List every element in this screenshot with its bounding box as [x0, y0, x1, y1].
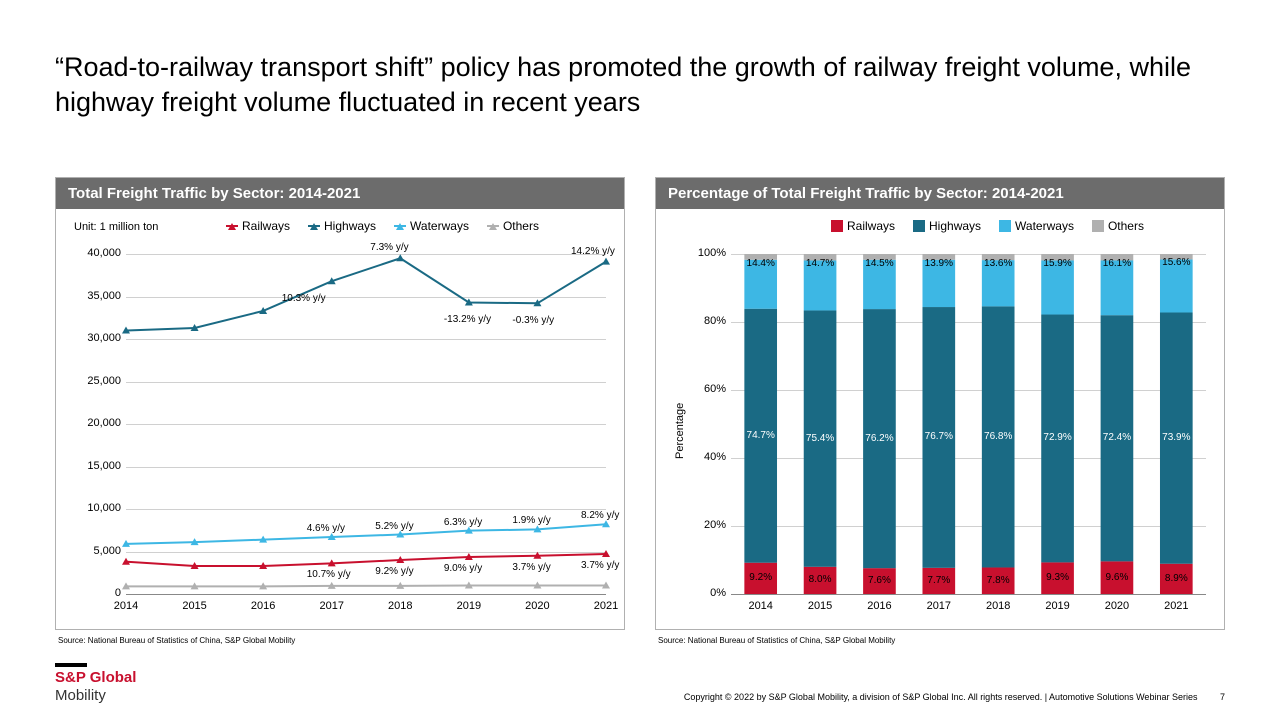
- chart1-annotation: 10.7% y/y: [307, 569, 351, 580]
- chart1-annotation: 8.2% y/y: [581, 510, 619, 521]
- chart2-bar-label: 9.6%: [1106, 572, 1129, 583]
- chart2-bar-label: 14.5%: [865, 258, 893, 269]
- chart1-annotation: -13.2% y/y: [444, 314, 491, 325]
- chart2-bar-label: 76.2%: [865, 433, 893, 444]
- chart1-annotation: 9.2% y/y: [375, 566, 413, 577]
- chart2-bar-label: 9.3%: [1046, 572, 1069, 583]
- chart1-annotation: -0.3% y/y: [512, 315, 554, 326]
- chart1-container: Total Freight Traffic by Sector: 2014-20…: [55, 177, 625, 630]
- chart1-annotation: 14.2% y/y: [571, 246, 615, 257]
- chart2-bar-label: 73.9%: [1162, 432, 1190, 443]
- chart2-body: RailwaysHighwaysWaterwaysOthers 0%20%40%…: [656, 209, 1224, 629]
- chart2-bar-label: 8.9%: [1165, 573, 1188, 584]
- page-number: 7: [1220, 692, 1225, 702]
- chart2-bar-label: 14.4%: [747, 258, 775, 269]
- chart1-annotation: 7.3% y/y: [370, 242, 408, 253]
- chart2-bar-label: 7.7%: [927, 575, 950, 586]
- chart2-bar-label: 13.9%: [925, 258, 953, 269]
- footer: Copyright © 2022 by S&P Global Mobility,…: [684, 692, 1225, 702]
- chart1-annotation: 1.9% y/y: [512, 515, 550, 526]
- chart2-bar-label: 72.4%: [1103, 432, 1131, 443]
- chart2-bar-label: 14.7%: [806, 258, 834, 269]
- chart1-annotation: 3.7% y/y: [581, 560, 619, 571]
- logo-bar-icon: [55, 663, 87, 667]
- chart2-bar-label: 74.7%: [747, 430, 775, 441]
- chart2-container: Percentage of Total Freight Traffic by S…: [655, 177, 1225, 630]
- chart1-source: Source: National Bureau of Statistics of…: [58, 636, 295, 645]
- chart2-bar-label: 16.1%: [1103, 258, 1131, 269]
- chart2-source: Source: National Bureau of Statistics of…: [658, 636, 895, 645]
- brand-logo: S&P Global Mobility: [55, 663, 136, 705]
- chart2-bar-label: 72.9%: [1043, 432, 1071, 443]
- chart2-bar-label: 15.6%: [1162, 257, 1190, 268]
- chart2-bar-label: 7.6%: [868, 575, 891, 586]
- chart1-annotation: 9.0% y/y: [444, 563, 482, 574]
- chart1-annotation: 4.6% y/y: [307, 523, 345, 534]
- chart2-plot: [656, 209, 1226, 629]
- chart1-annotation: 10.3% y/y: [282, 293, 326, 304]
- logo-brand: S&P Global: [55, 669, 136, 686]
- chart2-bar-label: 9.2%: [749, 572, 772, 583]
- chart2-bar-label: 8.0%: [809, 574, 832, 585]
- chart1-title: Total Freight Traffic by Sector: 2014-20…: [56, 178, 624, 209]
- page-title: “Road-to-railway transport shift” policy…: [55, 50, 1225, 120]
- chart2-bar-label: 76.7%: [925, 431, 953, 442]
- chart1-annotation: 5.2% y/y: [375, 521, 413, 532]
- chart2-bar-label: 15.9%: [1043, 258, 1071, 269]
- chart2-bar-label: 13.6%: [984, 258, 1012, 269]
- chart2-bar-label: 75.4%: [806, 433, 834, 444]
- chart2-bar-label: 7.8%: [987, 575, 1010, 586]
- chart2-title: Percentage of Total Freight Traffic by S…: [656, 178, 1224, 209]
- footer-copyright: Copyright © 2022 by S&P Global Mobility,…: [684, 692, 1198, 702]
- logo-sub: Mobility: [55, 687, 106, 704]
- chart1-annotation: 6.3% y/y: [444, 517, 482, 528]
- chart2-bar-label: 76.8%: [984, 431, 1012, 442]
- chart1-body: Unit: 1 million ton RailwaysHighwaysWate…: [56, 209, 624, 629]
- chart1-annotation: 3.7% y/y: [512, 562, 550, 573]
